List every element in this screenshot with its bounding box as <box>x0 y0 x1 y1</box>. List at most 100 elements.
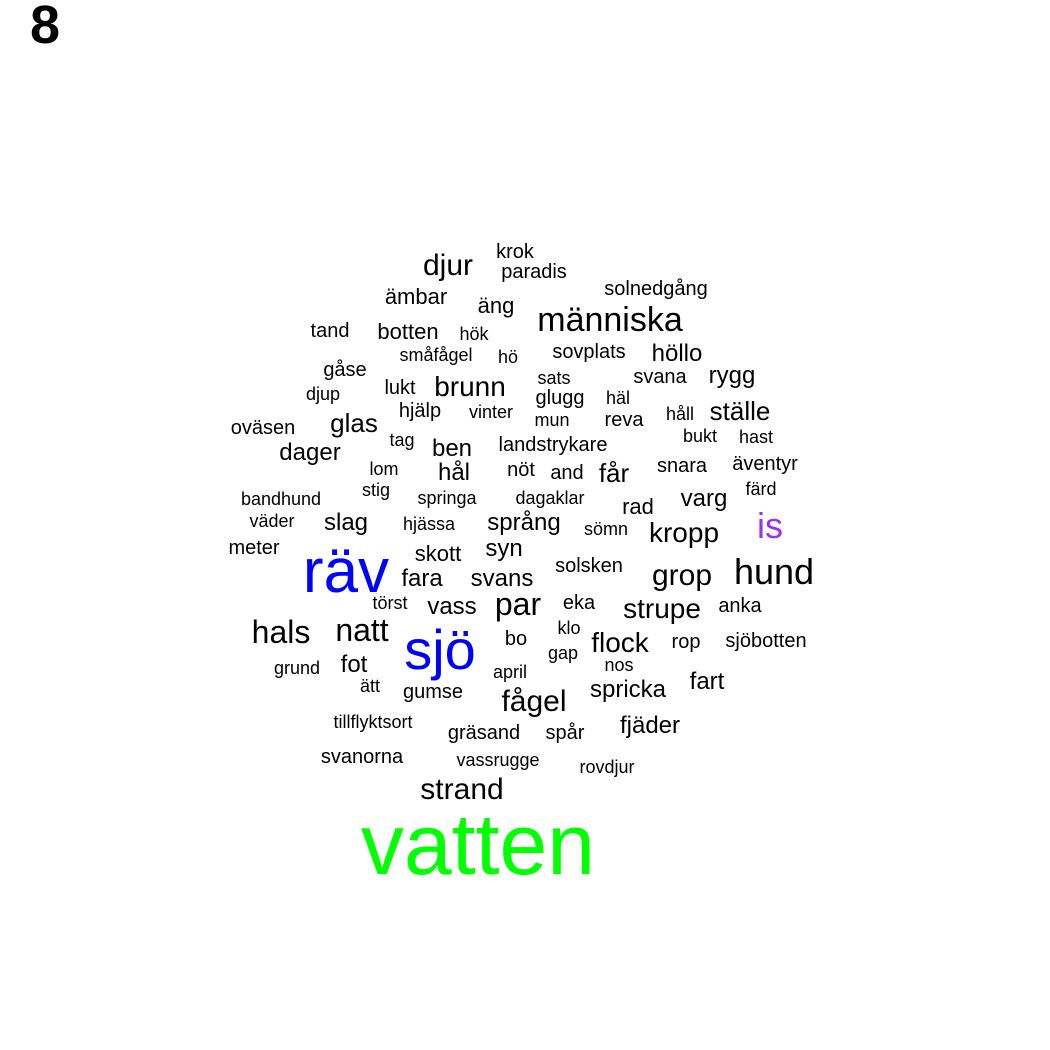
word-meter: meter <box>228 537 280 559</box>
word-svana: svana <box>633 366 687 388</box>
word-smafagel: småfågel <box>399 345 473 365</box>
word-hjassa: hjässa <box>402 514 456 534</box>
word-bandhund: bandhund <box>240 489 322 509</box>
word-rop: rop <box>671 631 701 653</box>
word-svanorna: svanorna <box>320 746 404 768</box>
word-rygg: rygg <box>708 362 756 389</box>
word-lom: lom <box>369 459 399 479</box>
word-reva: reva <box>604 409 644 431</box>
word-bukt: bukt <box>682 426 718 446</box>
word-vader: väder <box>249 511 295 531</box>
word-vass: vass <box>427 593 477 620</box>
word-botten: botten <box>377 319 439 344</box>
word-hal: hål <box>437 459 471 486</box>
word-hal: häl <box>605 388 631 408</box>
word-sjobotten: sjöbotten <box>725 630 807 652</box>
word-strupe: strupe <box>623 593 701 624</box>
word-sats: sats <box>537 368 571 388</box>
word-ovasen: oväsen <box>230 417 296 439</box>
word-gase: gåse <box>323 359 367 381</box>
word-eka: eka <box>562 592 596 614</box>
word-sovplats: sovplats <box>552 341 626 363</box>
word-ang: äng <box>477 293 515 318</box>
word-strand: strand <box>420 773 504 806</box>
word-fard: färd <box>745 479 777 499</box>
word-ambar: ämbar <box>384 284 448 309</box>
word-rav: räv <box>302 537 390 606</box>
word-vatten: vatten <box>360 797 596 893</box>
word-anka: anka <box>718 595 762 617</box>
word-ben: ben <box>431 435 473 462</box>
word-springa: springa <box>417 488 477 508</box>
word-krok: krok <box>496 241 534 263</box>
word-skott: skott <box>414 541 462 566</box>
word-glas: glas <box>330 408 378 438</box>
word-fot: fot <box>340 651 368 678</box>
word-par: par <box>494 586 542 622</box>
word-stalle: ställe <box>709 396 771 426</box>
word-stig: stig <box>361 480 391 500</box>
word-hall: håll <box>665 404 695 424</box>
word-aventyr: äventyr <box>732 453 798 475</box>
word-fart: fart <box>689 668 725 695</box>
word-snara: snara <box>656 455 708 477</box>
word-gumse: gumse <box>402 681 464 703</box>
word-hund: hund <box>733 551 815 592</box>
word-solsken: solsken <box>555 555 623 577</box>
word-djup: djup <box>305 384 341 404</box>
word-gap: gap <box>547 643 579 663</box>
word-tag: tag <box>389 430 415 450</box>
word-tand: tand <box>310 320 350 342</box>
word-dager: dager <box>279 439 341 466</box>
word-spar: spår <box>545 722 585 744</box>
word-grasand: gräsand <box>447 722 521 744</box>
word-syn: syn <box>485 535 523 562</box>
word-spricka: spricka <box>589 676 667 703</box>
word-djur: djur <box>422 249 474 282</box>
word-vinter: vinter <box>468 402 514 422</box>
word-ho: hö <box>497 347 519 367</box>
word-sjo: sjö <box>404 618 476 681</box>
word-tillflyktsort: tillflyktsort <box>333 712 413 732</box>
word-lukt: lukt <box>384 377 416 399</box>
word-kropp: kropp <box>648 517 720 548</box>
word-rovdjur: rovdjur <box>579 757 635 777</box>
word-is: is <box>757 505 783 546</box>
word-grop: grop <box>651 559 713 592</box>
word-bo: bo <box>504 628 528 650</box>
word-att: ätt <box>359 676 381 696</box>
word-hollo: höllo <box>651 340 703 367</box>
word-april: april <box>492 662 528 682</box>
word-fjader: fjäder <box>619 712 681 739</box>
word-hok: hök <box>459 324 489 344</box>
word-and: and <box>550 462 584 484</box>
word-glugg: glugg <box>535 387 585 409</box>
word-nos: nos <box>604 655 634 675</box>
word-hals: hals <box>251 614 311 650</box>
word-torst: törst <box>372 593 408 613</box>
word-rad: rad <box>622 494 654 519</box>
word-klo: klo <box>557 618 581 638</box>
word-paradis: paradis <box>501 261 567 283</box>
word-fara: fara <box>401 565 443 592</box>
word-slag: slag <box>323 509 369 536</box>
word-landstrykare: landstrykare <box>498 434 608 456</box>
word-hast: hast <box>738 427 774 447</box>
word-somn: sömn <box>583 519 629 539</box>
panel-label: 8 <box>30 0 61 55</box>
word-grund: grund <box>273 658 321 678</box>
word-mun: mun <box>534 410 570 430</box>
word-brunn: brunn <box>434 371 506 402</box>
word-sprang: språng <box>487 509 561 536</box>
word-varg: varg <box>680 485 728 512</box>
word-solnedgang: solnedgång <box>604 278 708 300</box>
word-not: nöt <box>507 459 535 481</box>
word-dagaklar: dagaklar <box>515 488 585 508</box>
word-natt: natt <box>335 612 389 648</box>
word-svans: svans <box>470 565 534 592</box>
word-hjalp: hjälp <box>398 400 442 422</box>
word-manniska: människa <box>537 301 683 339</box>
word-far: får <box>598 458 630 488</box>
word-vassrugge: vassrugge <box>456 750 540 770</box>
